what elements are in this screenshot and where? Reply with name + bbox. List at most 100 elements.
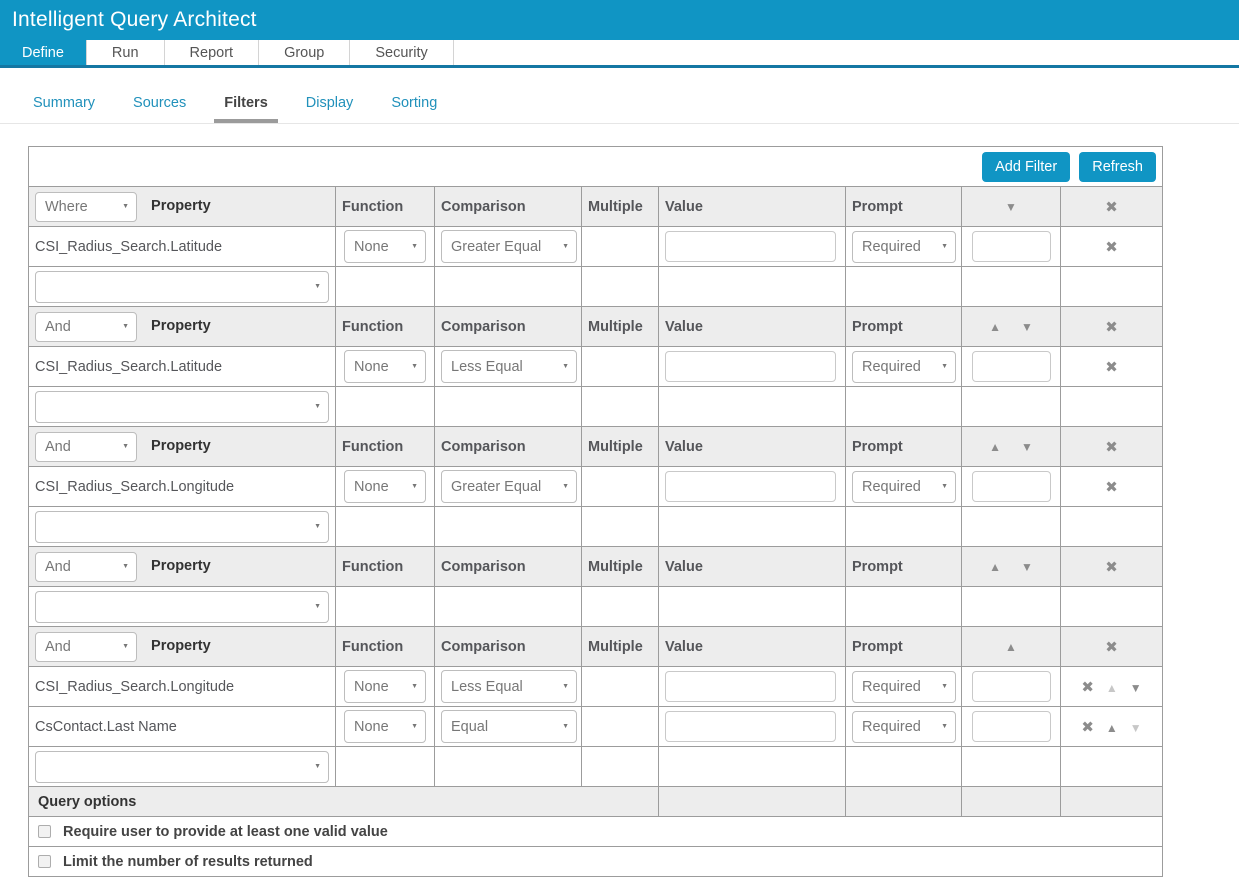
property-select-dropdown[interactable]: ▼ — [35, 270, 329, 303]
limit-results-checkbox[interactable] — [38, 855, 51, 869]
function-cell: None ▼ — [335, 226, 435, 267]
chevron-down-icon: ▼ — [562, 483, 569, 490]
tab-report[interactable]: Report — [165, 40, 260, 65]
remove-filter-icon[interactable]: ✖ — [1105, 358, 1118, 376]
column-header-multiple: Multiple — [581, 426, 659, 467]
comparison-dropdown[interactable]: Greater Equal ▼ — [441, 230, 577, 263]
move-group-down-icon[interactable]: ▼ — [1005, 199, 1017, 214]
subtab-display[interactable]: Display — [305, 95, 354, 111]
prompt-cell: Required ▼ — [845, 226, 962, 267]
function-dropdown[interactable]: None ▼ — [344, 230, 426, 263]
group-4-move-cell: ▲ ▼ — [961, 546, 1061, 587]
comparison-dropdown[interactable]: Equal ▼ — [441, 710, 577, 743]
value-input[interactable] — [665, 711, 836, 742]
move-group-down-icon[interactable]: ▼ — [1021, 319, 1033, 334]
chevron-down-icon: ▼ — [122, 443, 129, 450]
comparison-dropdown[interactable]: Less Equal ▼ — [441, 350, 577, 383]
chevron-down-icon: ▼ — [314, 603, 321, 610]
prompt-dropdown[interactable]: Required ▼ — [852, 710, 956, 743]
value-input[interactable] — [665, 231, 836, 262]
column-header-prompt: Prompt — [845, 306, 962, 347]
prompt-text-input[interactable] — [971, 471, 1051, 502]
prompt-dropdown[interactable]: Required ▼ — [852, 230, 956, 263]
comparison-cell: Equal ▼ — [434, 706, 582, 747]
chevron-down-icon: ▼ — [941, 243, 948, 250]
comparison-dropdown[interactable]: Greater Equal ▼ — [441, 470, 577, 503]
group-2-operator-dropdown[interactable]: And ▼ — [35, 311, 137, 342]
require-valid-value-checkbox[interactable] — [38, 825, 51, 839]
move-group-up-icon[interactable]: ▲ — [989, 319, 1001, 334]
prompt-dropdown[interactable]: Required ▼ — [852, 350, 956, 383]
subtab-filters[interactable]: Filters — [214, 95, 278, 123]
group-5-operator-dropdown[interactable]: And ▼ — [35, 631, 137, 662]
value-input[interactable] — [665, 471, 836, 502]
prompt-dropdown[interactable]: Required ▼ — [852, 470, 956, 503]
subtab-summary[interactable]: Summary — [33, 95, 96, 111]
group-5-remove-cell: ✖ — [1060, 626, 1163, 667]
refresh-button[interactable]: Refresh — [1079, 151, 1156, 182]
chevron-down-icon: ▼ — [411, 483, 418, 490]
property-select-dropdown[interactable]: ▼ — [35, 510, 329, 543]
prompt-text-cell — [961, 226, 1061, 267]
tab-security[interactable]: Security — [350, 40, 454, 65]
column-header-value: Value — [658, 626, 846, 667]
subtab-sorting[interactable]: Sorting — [391, 95, 438, 111]
move-group-up-icon[interactable]: ▲ — [989, 439, 1001, 454]
column-header-function: Function — [335, 546, 435, 587]
group-5-move-cell: ▲ — [961, 626, 1061, 667]
property-select-dropdown[interactable]: ▼ — [35, 590, 329, 623]
move-group-down-icon[interactable]: ▼ — [1021, 439, 1033, 454]
property-select-dropdown[interactable]: ▼ — [35, 390, 329, 423]
multiple-cell — [581, 226, 659, 267]
chevron-down-icon: ▼ — [314, 403, 321, 410]
query-option-row: Require user to provide at least one val… — [28, 816, 1163, 847]
remove-group-icon[interactable]: ✖ — [1105, 558, 1118, 576]
value-cell — [658, 346, 846, 387]
value-input[interactable] — [665, 351, 836, 382]
property-select-dropdown[interactable]: ▼ — [35, 750, 329, 783]
group-2-operator-cell: And ▼ Property — [28, 306, 336, 347]
remove-group-icon[interactable]: ✖ — [1105, 198, 1118, 216]
function-dropdown[interactable]: None ▼ — [344, 670, 426, 703]
function-dropdown[interactable]: None ▼ — [344, 350, 426, 383]
subtab-sources[interactable]: Sources — [133, 95, 187, 111]
prompt-text-input[interactable] — [971, 711, 1051, 742]
move-group-down-icon[interactable]: ▼ — [1021, 559, 1033, 574]
remove-filter-icon[interactable]: ✖ — [1105, 478, 1118, 496]
remove-group-icon[interactable]: ✖ — [1105, 318, 1118, 336]
prompt-text-input[interactable] — [971, 671, 1051, 702]
prompt-text-input[interactable] — [971, 231, 1051, 262]
function-value: None — [354, 678, 389, 695]
tab-group[interactable]: Group — [259, 40, 351, 65]
value-input[interactable] — [665, 671, 836, 702]
filter-property: CSI_Radius_Search.Longitude — [28, 466, 336, 507]
move-group-up-icon[interactable]: ▲ — [989, 559, 1001, 574]
row-actions-cell: ✖ — [1060, 346, 1163, 387]
move-group-up-icon[interactable]: ▲ — [1005, 639, 1017, 654]
group-1-operator-dropdown[interactable]: Where ▼ — [35, 191, 137, 222]
remove-group-icon[interactable]: ✖ — [1105, 438, 1118, 456]
tab-define[interactable]: Define — [0, 40, 86, 65]
move-filter-down-icon[interactable]: ▼ — [1129, 680, 1142, 695]
group-3-operator-dropdown[interactable]: And ▼ — [35, 431, 137, 462]
function-dropdown[interactable]: None ▼ — [344, 470, 426, 503]
column-header-comparison: Comparison — [434, 426, 582, 467]
chevron-down-icon: ▼ — [941, 683, 948, 690]
prompt-dropdown[interactable]: Required ▼ — [852, 670, 956, 703]
add-filter-button[interactable]: Add Filter — [982, 151, 1071, 182]
move-filter-up-icon[interactable]: ▲ — [1105, 720, 1118, 735]
remove-filter-icon[interactable]: ✖ — [1081, 718, 1094, 736]
row-actions-cell: ✖ — [1060, 226, 1163, 267]
prompt-text-cell — [961, 466, 1061, 507]
group-4-operator-dropdown[interactable]: And ▼ — [35, 551, 137, 582]
remove-filter-icon[interactable]: ✖ — [1081, 678, 1094, 696]
remove-group-icon[interactable]: ✖ — [1105, 638, 1118, 656]
tab-run[interactable]: Run — [85, 40, 165, 65]
comparison-value: Greater Equal — [451, 478, 542, 495]
column-header-prompt: Prompt — [845, 546, 962, 587]
prompt-value: Required — [862, 718, 921, 735]
prompt-text-input[interactable] — [971, 351, 1051, 382]
remove-filter-icon[interactable]: ✖ — [1105, 238, 1118, 256]
function-dropdown[interactable]: None ▼ — [344, 710, 426, 743]
comparison-dropdown[interactable]: Less Equal ▼ — [441, 670, 577, 703]
